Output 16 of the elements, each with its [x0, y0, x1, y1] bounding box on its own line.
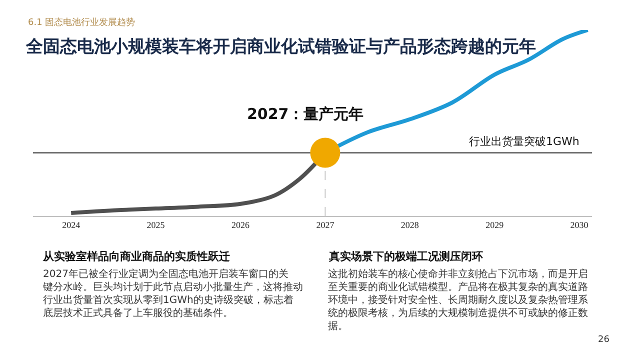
x-tick-label: 2024: [62, 220, 81, 230]
ref-line-label: 行业出货量突破1GWh: [469, 135, 580, 148]
x-tick-label: 2027: [316, 220, 335, 230]
x-tick-label: 2025: [146, 220, 166, 230]
text: 这批初始装车的核心使命并非立刻抢占下沉市场，而是开启至关重要的商业化试错模型。产品将在极其复杂的真实道路环境中，接受针对安全性、长周期耐久度以及复杂热管理系统的极限考核，为后续的大规模制造提供不可或缺的修正数据。: [328, 268, 588, 332]
x-tick-label: 2028: [400, 220, 420, 230]
text: 2027年已被全行业定调为全固态电池开启装车窗口的关键分水岭。巨头均计划于此节点启动小批量生产，这将推动行业出货量首次实现从零到1GWh的史诗级突破，标志着底层技术正式具备了上车服役的基础条件。: [42, 268, 303, 319]
text: 6.1 固态电池行业发展趋势: [28, 17, 136, 28]
text: 从实验室样品向商业商品的实质性跃迁: [42, 250, 230, 263]
text: 26: [598, 335, 610, 345]
text: 真实场景下的极端工况测压闭环: [328, 250, 483, 263]
x-tick-label: 2030: [570, 220, 589, 230]
x-tick-label: 2026: [232, 220, 250, 230]
annotation: 2027：量产元年: [247, 105, 364, 123]
chart-title: 全固态电池小规模装车将开启商业化试错验证与产品形态跨越的元年: [25, 36, 536, 57]
x-tick-label: 2029: [486, 220, 504, 230]
